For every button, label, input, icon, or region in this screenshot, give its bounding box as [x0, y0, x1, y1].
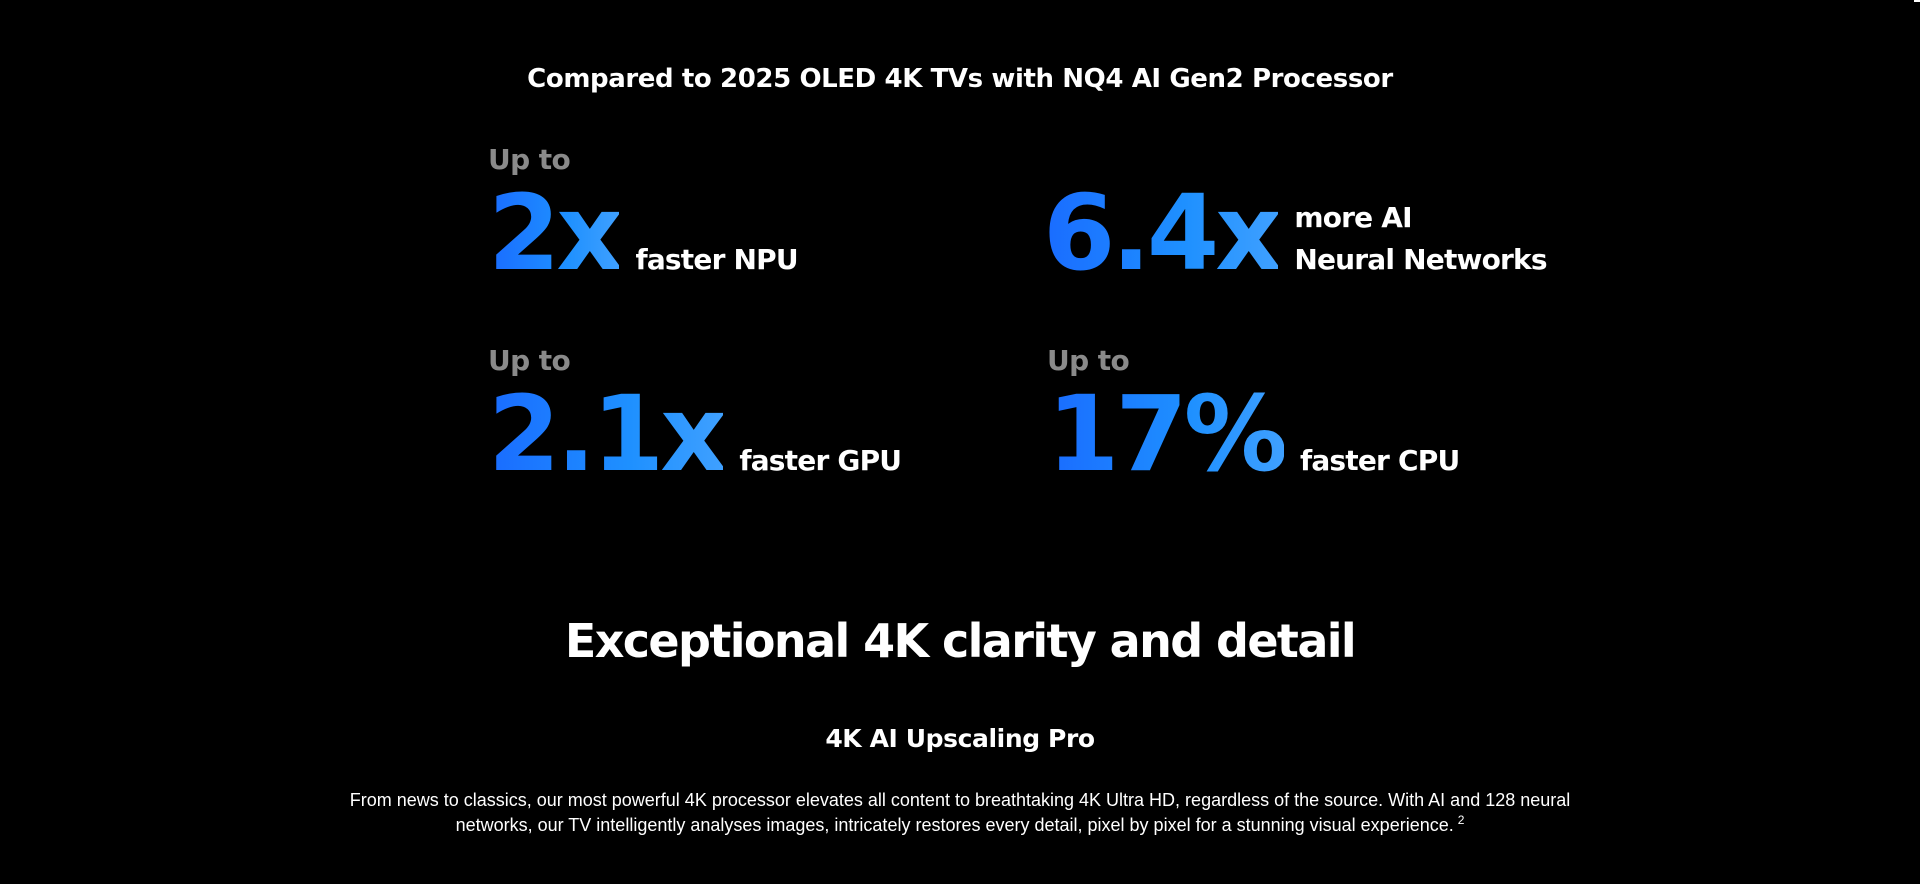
- stat-row: 17% faster CPU: [1047, 373, 1460, 495]
- feature-title: 4K AI Upscaling Pro: [825, 724, 1095, 753]
- stat-description: faster NPU: [635, 239, 798, 285]
- stat-description: faster GPU: [739, 440, 902, 486]
- stat-value: 2.1x: [488, 373, 727, 495]
- stat-description-line: faster NPU: [635, 243, 798, 276]
- stat-value: 6.4x: [1043, 172, 1282, 294]
- stat-prefix: Up to: [488, 143, 571, 176]
- stat-value: 17%: [1047, 373, 1288, 495]
- corner-indicator: [1914, 0, 1920, 2]
- stat-description: more AI Neural Networks: [1294, 197, 1547, 285]
- feature-description: From news to classics, our most powerful…: [340, 788, 1580, 838]
- stat-row: 6.4x more AI Neural Networks: [1043, 172, 1548, 294]
- stat-description-line: faster GPU: [739, 444, 902, 477]
- stat-prefix: Up to: [488, 344, 571, 377]
- feature-description-line: networks, our TV intelligently analyses …: [455, 815, 1454, 835]
- stat-description-line: faster CPU: [1299, 444, 1460, 477]
- feature-description-line: From news to classics, our most powerful…: [349, 790, 1571, 810]
- stat-description-line: more AI: [1294, 201, 1412, 234]
- stat-row: 2.1x faster GPU: [488, 373, 902, 495]
- stat-row: 2x faster NPU: [488, 172, 799, 294]
- comparison-title: Compared to 2025 OLED 4K TVs with NQ4 AI…: [527, 64, 1393, 94]
- stat-description: faster CPU: [1299, 440, 1460, 486]
- stat-value: 2x: [488, 172, 623, 294]
- stat-prefix: Up to: [1047, 344, 1130, 377]
- stat-description-line: Neural Networks: [1294, 243, 1547, 276]
- footnote-link[interactable]: 2: [1457, 813, 1465, 827]
- section-heading: Exceptional 4K clarity and detail: [564, 614, 1357, 668]
